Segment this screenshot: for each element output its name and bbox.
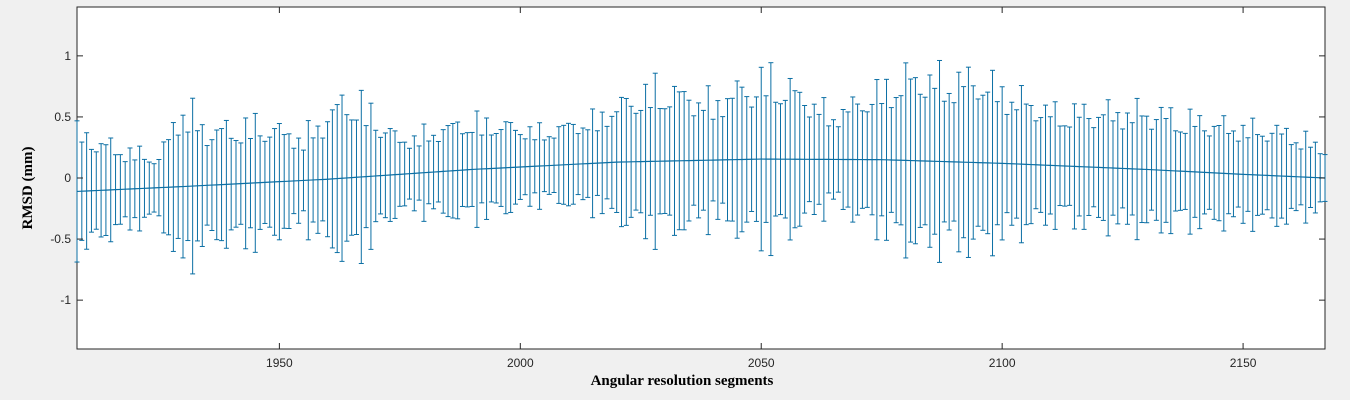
x-tick-label: 1950 — [266, 356, 293, 370]
y-tick-label: -1 — [60, 293, 71, 307]
y-tick-label: 1 — [64, 49, 71, 63]
x-tick-label: 2100 — [989, 356, 1016, 370]
y-tick-label: -0.5 — [50, 232, 71, 246]
y-ticks: -1 -0.5 0 0.5 1 — [50, 49, 1325, 307]
mean-line — [76, 158, 1326, 193]
x-tick-label: 2000 — [507, 356, 534, 370]
x-ticks: 1950 2000 2050 2100 2150 — [266, 7, 1257, 370]
x-tick-label: 2050 — [748, 356, 775, 370]
y-tick-label: 0.5 — [54, 110, 71, 124]
y-tick-label: 0 — [64, 171, 71, 185]
x-axis-title: Angular resolution segments — [591, 373, 774, 389]
plot-area — [76, 6, 1326, 350]
x-tick-label: 2150 — [1230, 356, 1257, 370]
y-axis-title: RMSD (mm) — [20, 147, 36, 230]
